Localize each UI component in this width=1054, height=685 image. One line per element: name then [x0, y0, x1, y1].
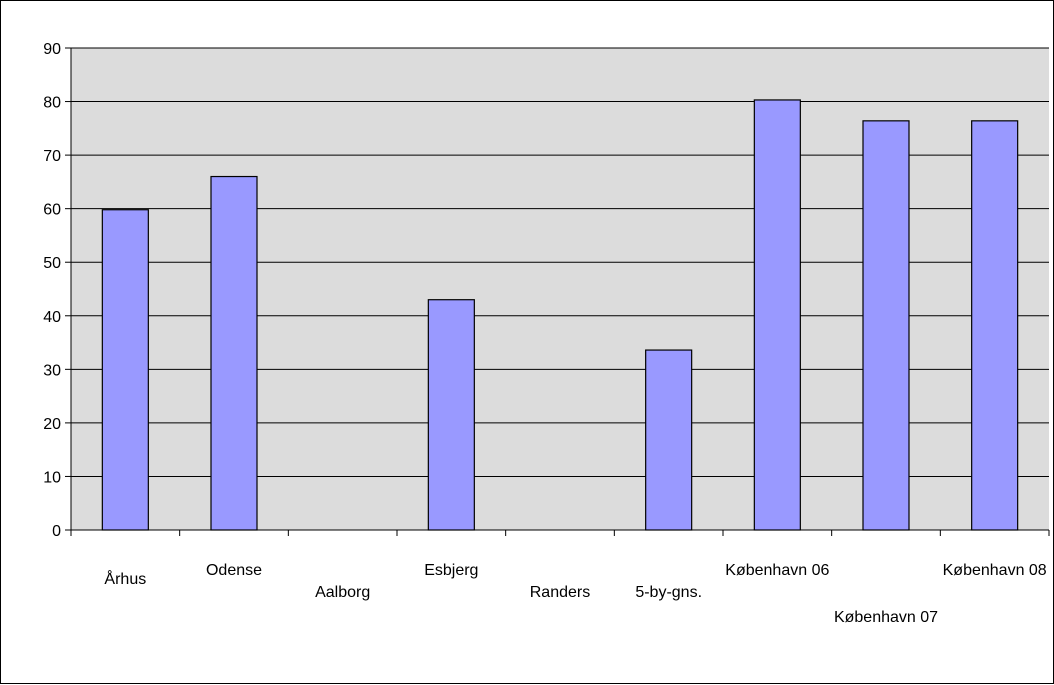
y-tick-label: 0: [52, 523, 61, 540]
bars: [101, 99, 1019, 531]
x-tick-label: Odense: [206, 562, 262, 579]
y-tick-labels: 0 10 20 30 40 50 60 70 80 90: [43, 41, 61, 540]
y-tick-label: 40: [43, 309, 61, 326]
y-tick-label: 70: [43, 148, 61, 165]
bar-3: [427, 299, 475, 531]
bar-7: [862, 120, 910, 531]
y-tick-label: 30: [43, 362, 61, 379]
bar-1: [210, 175, 258, 531]
bar-6: [753, 99, 801, 531]
bar-8: [971, 120, 1019, 531]
y-tick-label: 90: [43, 41, 61, 58]
x-tick-label: Aalborg: [315, 584, 370, 601]
y-tick-label: 10: [43, 469, 61, 486]
x-tick-label: 5-by-gns.: [635, 584, 702, 601]
x-tick-label: København 06: [725, 562, 829, 579]
y-tick-label: 60: [43, 202, 61, 219]
x-tick-label: Randers: [530, 584, 590, 601]
y-tick-label: 20: [43, 416, 61, 433]
x-tick-label: København 07: [834, 609, 938, 626]
x-tick-label: København 08: [943, 562, 1047, 579]
bar-0: [101, 209, 149, 531]
x-tick-labels: Århus Odense Aalborg Esbjerg Randers 5-by-gns…: [104, 562, 1046, 626]
y-tick-label: 50: [43, 255, 61, 272]
x-tick-label: Århus: [104, 569, 146, 588]
axes: [65, 47, 1050, 536]
bar-5: [645, 349, 693, 531]
x-tick-label: Esbjerg: [424, 562, 478, 579]
y-tick-label: 80: [43, 95, 61, 112]
